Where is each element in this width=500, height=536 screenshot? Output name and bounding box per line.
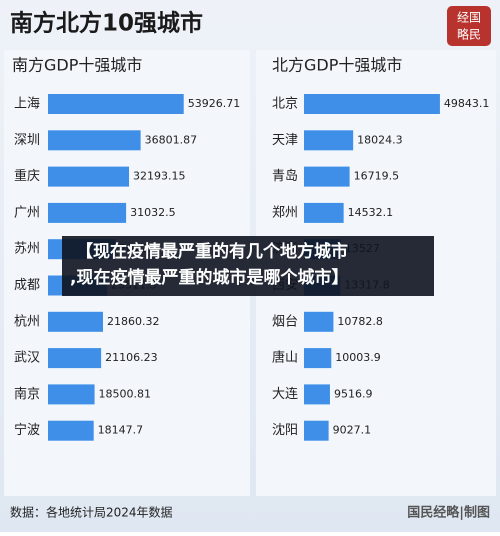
bar bbox=[304, 348, 332, 369]
bar bbox=[48, 166, 130, 187]
category-label: 苏州 bbox=[14, 241, 40, 257]
value-label: 21860.32 bbox=[107, 315, 160, 328]
bar bbox=[304, 94, 440, 114]
category-label: 烟台 bbox=[272, 314, 298, 329]
value-label: 18500.81 bbox=[99, 387, 151, 400]
bar bbox=[304, 130, 354, 151]
chart-title: 北方GDP十强城市 bbox=[272, 56, 402, 75]
category-label: 广州 bbox=[14, 205, 40, 220]
banner-text: ,现在疫情最严重的城市是哪个城市】 bbox=[70, 267, 348, 288]
category-label: 重庆 bbox=[14, 168, 40, 184]
category-label: 唐山 bbox=[272, 350, 298, 366]
bar bbox=[48, 311, 104, 332]
category-label: 天津 bbox=[272, 133, 298, 148]
banner bbox=[62, 236, 434, 296]
value-label: 9516.9 bbox=[334, 387, 373, 400]
bar bbox=[48, 348, 102, 369]
value-label: 9027.1 bbox=[333, 424, 372, 437]
category-label: 杭州 bbox=[14, 314, 40, 329]
value-label: 10782.8 bbox=[337, 315, 383, 328]
bar bbox=[48, 202, 127, 223]
bar bbox=[304, 166, 350, 187]
value-label: 10003.9 bbox=[335, 351, 381, 364]
bar bbox=[48, 420, 94, 441]
category-label: 沈阳 bbox=[272, 423, 298, 438]
category-label: 武汉 bbox=[14, 351, 40, 366]
category-label: 深圳 bbox=[14, 133, 40, 148]
value-label: 36801.87 bbox=[145, 133, 198, 146]
category-label: 郑州 bbox=[272, 205, 298, 220]
value-label: 16719.5 bbox=[354, 170, 400, 183]
value-label: 18024.3 bbox=[357, 133, 403, 146]
bar bbox=[48, 384, 95, 405]
category-label: 上海 bbox=[14, 97, 40, 112]
logo-text: 略民 bbox=[457, 27, 481, 42]
logo-text: 经国 bbox=[457, 11, 481, 25]
category-label: 南京 bbox=[14, 386, 40, 402]
value-label: 53926.71 bbox=[188, 97, 241, 110]
category-label: 青岛 bbox=[272, 168, 298, 184]
bar bbox=[48, 130, 141, 151]
category-label: 成都 bbox=[14, 278, 40, 293]
source: 数据：各地统计局2024年数据 bbox=[10, 505, 173, 520]
chart-title: 南方GDP十强城市 bbox=[12, 56, 142, 75]
page-title: 南方北方10强城市 bbox=[10, 10, 203, 37]
bar bbox=[304, 384, 330, 405]
bar bbox=[304, 311, 334, 332]
bar bbox=[48, 94, 184, 114]
category-label: 北京 bbox=[272, 97, 298, 112]
category-label: 大连 bbox=[272, 386, 298, 402]
credit: 国民经略|制图 bbox=[407, 505, 490, 521]
bar bbox=[304, 420, 329, 441]
value-label: 21106.23 bbox=[105, 351, 157, 364]
value-label: 14532.1 bbox=[348, 206, 394, 219]
logo bbox=[447, 6, 491, 46]
category-label: 宁波 bbox=[14, 422, 40, 438]
value-label: 18147.7 bbox=[98, 424, 144, 437]
banner-text: 【现在疫情最严重的有几个地方城市 bbox=[76, 241, 348, 262]
bar bbox=[304, 202, 344, 223]
value-label: 31032.5 bbox=[130, 206, 176, 219]
value-label: 32193.15 bbox=[133, 170, 186, 183]
value-label: 49843.1 bbox=[444, 97, 490, 110]
